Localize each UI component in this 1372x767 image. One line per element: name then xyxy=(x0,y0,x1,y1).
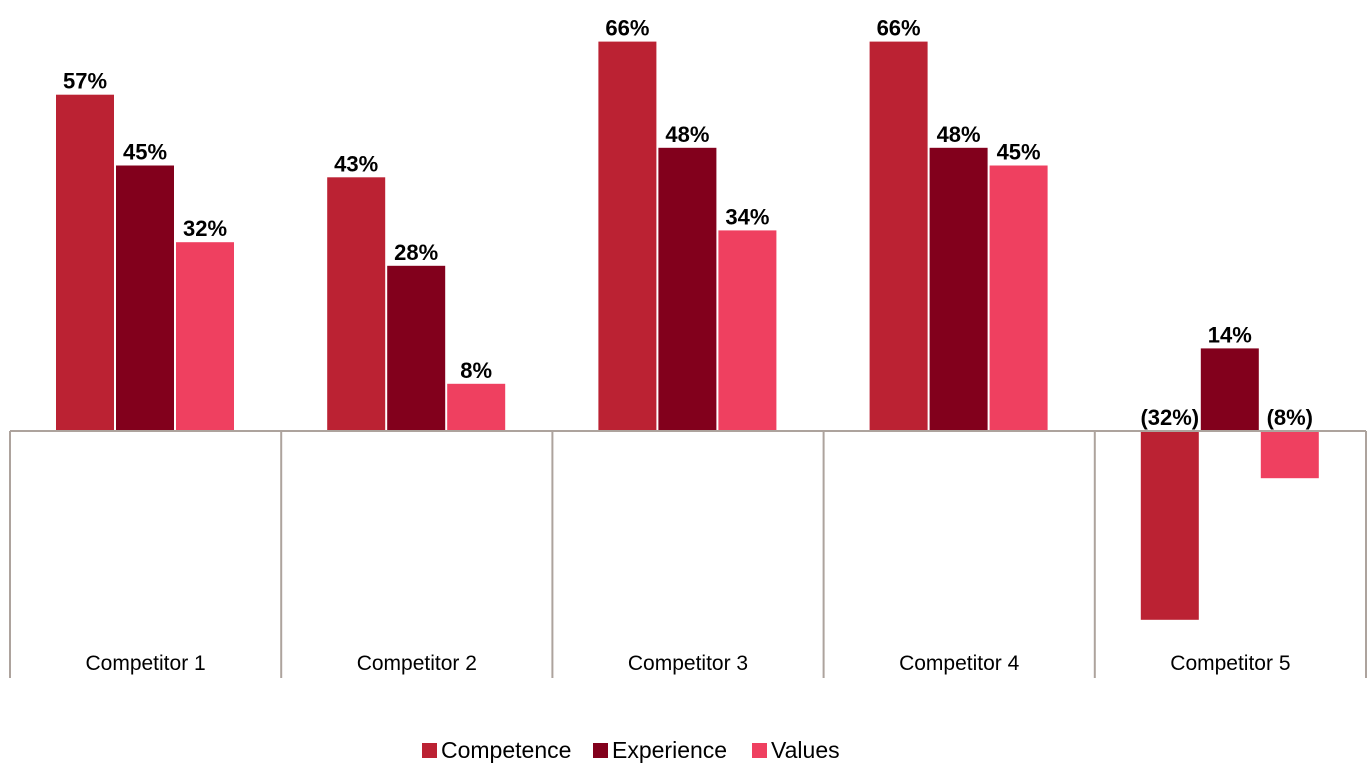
category-axis xyxy=(9,430,1367,678)
bar-competence-2 xyxy=(327,177,386,431)
legend-label-experience: Experience xyxy=(612,737,727,763)
bar-values-5 xyxy=(1260,431,1319,479)
bar-values-4 xyxy=(989,165,1048,431)
data-label-competence-3: 66% xyxy=(605,16,649,41)
category-label-2: Competitor 2 xyxy=(357,652,477,675)
data-label-experience-2: 28% xyxy=(394,240,438,265)
bar-competence-4 xyxy=(869,41,928,431)
data-label-values-1: 32% xyxy=(183,216,227,241)
bar-experience-4 xyxy=(929,147,988,432)
bar-values-3 xyxy=(718,230,777,431)
legend-swatch-competence xyxy=(422,743,437,758)
category-label-4: Competitor 4 xyxy=(899,652,1020,675)
legend: Competence Experience Values xyxy=(422,737,840,763)
legend-label-values: Values xyxy=(771,737,840,763)
bar-experience-1 xyxy=(116,165,174,431)
legend-swatch-experience xyxy=(593,743,608,758)
bar-competence-5 xyxy=(1140,431,1199,620)
bar-values-1 xyxy=(176,242,234,431)
data-label-competence-5: (32%) xyxy=(1140,405,1199,430)
data-label-competence-4: 66% xyxy=(877,16,921,41)
bar-experience-2 xyxy=(387,265,446,431)
category-label-3: Competitor 3 xyxy=(628,652,748,675)
bar-competence-3 xyxy=(598,41,657,431)
data-label-experience-4: 48% xyxy=(937,122,981,147)
category-label-5: Competitor 5 xyxy=(1170,652,1290,675)
data-label-values-2: 8% xyxy=(460,358,492,383)
legend-swatch-values xyxy=(752,743,767,758)
bar-competence-1 xyxy=(56,94,114,431)
bar-values-2 xyxy=(447,383,506,431)
data-label-experience-1: 45% xyxy=(123,140,167,165)
data-label-competence-1: 57% xyxy=(63,69,107,94)
data-label-experience-3: 48% xyxy=(665,122,709,147)
bar-experience-5 xyxy=(1200,348,1259,431)
legend-label-competence: Competence xyxy=(441,737,571,763)
category-label-1: Competitor 1 xyxy=(85,652,205,675)
data-label-experience-5: 14% xyxy=(1208,322,1252,347)
bars-layer xyxy=(56,41,1319,620)
bar-experience-3 xyxy=(658,147,717,432)
category-labels: Competitor 1 Competitor 2 Competitor 3 Comp… xyxy=(85,652,1290,675)
data-labels: 57% 45% 32% 43% 28% 8% 66% 48% 34% 66% 48% 45% (32%)… xyxy=(63,16,1313,430)
data-label-values-3: 34% xyxy=(725,204,769,229)
data-label-competence-2: 43% xyxy=(334,151,378,176)
data-label-values-5: (8%) xyxy=(1267,405,1313,430)
data-label-values-4: 45% xyxy=(997,140,1041,165)
